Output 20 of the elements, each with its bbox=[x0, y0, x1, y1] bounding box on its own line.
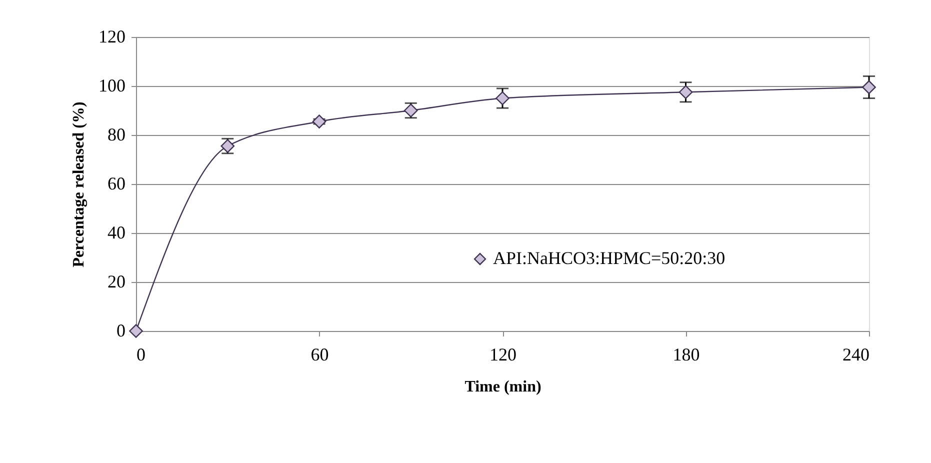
point bbox=[312, 114, 326, 128]
x-tick-label: 60 bbox=[310, 344, 329, 364]
y-tick-label: 40 bbox=[108, 222, 126, 242]
y-tick-label: 100 bbox=[98, 76, 126, 96]
legend-label: API:NaHCO3:HPMC=50:20:30 bbox=[493, 248, 726, 268]
x-tick-label: 120 bbox=[490, 344, 516, 364]
y-tick-label: 80 bbox=[108, 124, 126, 144]
y-tick-label: 60 bbox=[108, 174, 126, 194]
point bbox=[862, 80, 876, 94]
y-tick-label: 20 bbox=[108, 272, 126, 292]
point bbox=[129, 324, 143, 338]
point bbox=[496, 91, 510, 106]
x-tick-label: 240 bbox=[842, 344, 870, 364]
x-axis-title: Time (min) bbox=[464, 378, 542, 396]
y-axis-title: Percentage released (%) bbox=[70, 102, 88, 268]
y-tick-label: 0 bbox=[116, 320, 126, 340]
x-tick-label: 180 bbox=[672, 344, 700, 364]
x-tick-label: 0 bbox=[136, 344, 146, 364]
y-tick-label: 120 bbox=[98, 26, 126, 46]
point bbox=[678, 85, 693, 100]
